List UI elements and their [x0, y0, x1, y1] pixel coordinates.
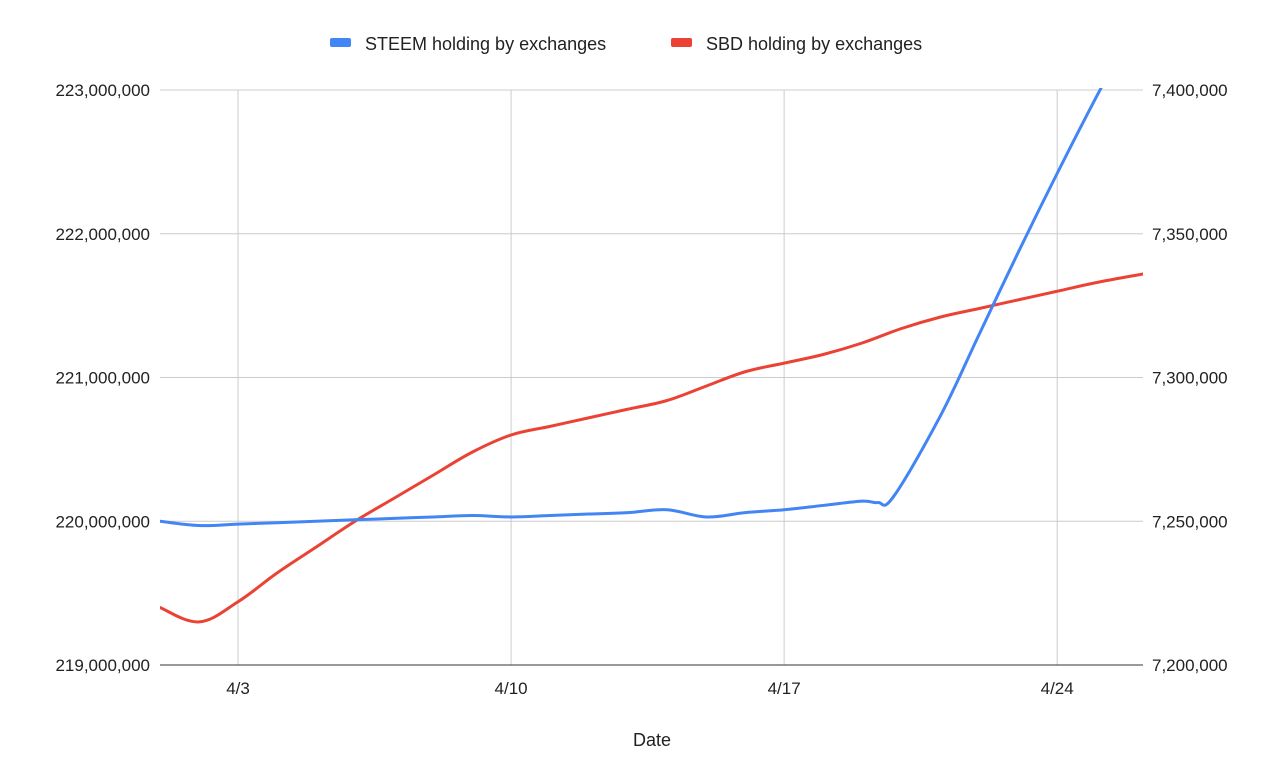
grid — [160, 89, 1143, 666]
left-axis-ticks: 219,000,000 220,000,000 221,000,000 222,000… — [55, 81, 150, 675]
series-line-steem — [160, 88, 1103, 528]
left-tick-label: 223,000,000 — [55, 81, 150, 100]
series-lines — [160, 88, 1143, 624]
series-line-sbd — [160, 272, 1143, 624]
x-axis-title: Date — [633, 730, 671, 750]
right-axis-ticks: 7,200,000 7,250,000 7,300,000 7,350,000 7,40… — [1152, 81, 1228, 675]
legend-swatch — [330, 38, 351, 47]
x-tick-label: 4/24 — [1041, 679, 1074, 698]
legend: STEEM holding by exchanges SBD holding by… — [330, 34, 922, 54]
right-tick-label: 7,400,000 — [1152, 81, 1228, 100]
right-tick-label: 7,250,000 — [1152, 512, 1228, 531]
left-tick-label: 222,000,000 — [55, 225, 150, 244]
right-tick-label: 7,300,000 — [1152, 369, 1228, 388]
right-tick-label: 7,200,000 — [1152, 656, 1228, 675]
x-tick-label: 4/10 — [495, 679, 528, 698]
legend-label: SBD holding by exchanges — [706, 34, 922, 54]
legend-swatch — [671, 38, 692, 47]
x-axis-ticks: 4/3 4/10 4/17 4/24 — [226, 679, 1074, 698]
left-tick-label: 221,000,000 — [55, 369, 150, 388]
right-tick-label: 7,350,000 — [1152, 225, 1228, 244]
left-tick-label: 219,000,000 — [55, 656, 150, 675]
x-tick-label: 4/17 — [768, 679, 801, 698]
legend-label: STEEM holding by exchanges — [365, 34, 606, 54]
left-tick-label: 220,000,000 — [55, 512, 150, 531]
x-tick-label: 4/3 — [226, 679, 250, 698]
